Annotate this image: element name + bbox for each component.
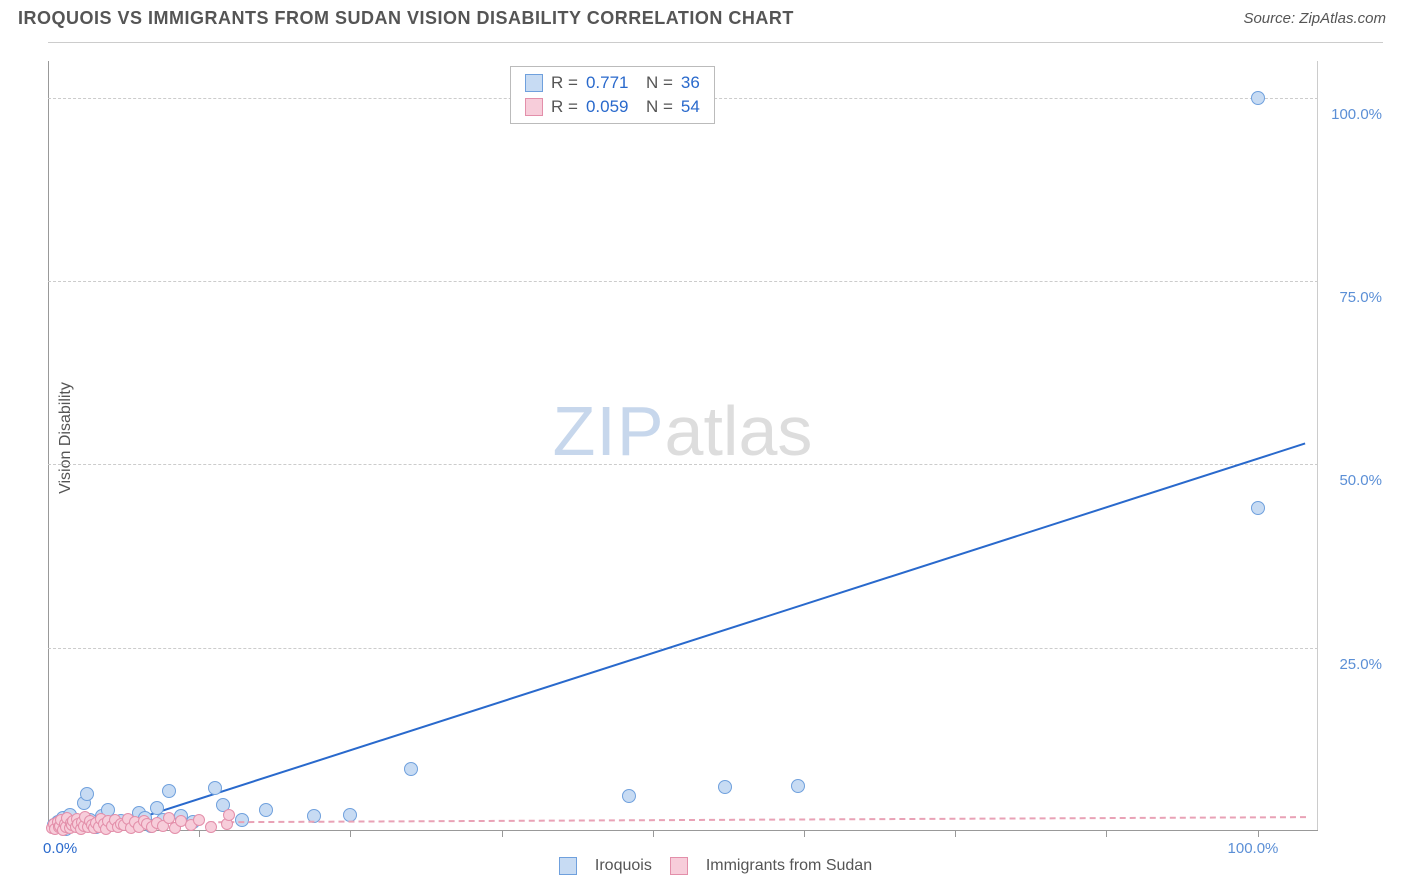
chart-area: Vision Disability ZIPatlas 25.0%50.0%75.…: [48, 42, 1383, 832]
watermark-zip: ZIP: [553, 392, 665, 470]
x-tick-mark: [653, 831, 654, 837]
x-tick-mark: [502, 831, 503, 837]
data-point: [622, 789, 636, 803]
chart-header: IROQUOIS VS IMMIGRANTS FROM SUDAN VISION…: [0, 0, 1406, 33]
gridline: [48, 648, 1318, 649]
data-point: [235, 813, 249, 827]
n-value: 36: [681, 73, 700, 93]
n-value: 54: [681, 97, 700, 117]
x-axis-line: [48, 830, 1318, 831]
data-point: [404, 762, 418, 776]
data-point: [193, 814, 205, 826]
bottom-legend: Iroquois Immigrants from Sudan: [48, 857, 1383, 875]
legend-label: Iroquois: [595, 857, 652, 875]
x-tick-label: 0.0%: [43, 840, 77, 857]
y-tick-label: 25.0%: [1322, 656, 1382, 673]
chart-title: IROQUOIS VS IMMIGRANTS FROM SUDAN VISION…: [18, 8, 794, 29]
x-tick-label: 100.0%: [1228, 840, 1279, 857]
data-point: [223, 809, 235, 821]
legend-swatch: [525, 74, 543, 92]
stats-row: R = 0.771 N = 36: [511, 71, 714, 95]
r-value: 0.771: [586, 73, 638, 93]
source-label: Source: ZipAtlas.com: [1243, 10, 1386, 27]
data-point: [208, 781, 222, 795]
data-point: [1251, 501, 1265, 515]
n-label: N =: [646, 97, 673, 117]
x-tick-mark: [1258, 831, 1259, 837]
watermark-atlas: atlas: [665, 392, 813, 470]
legend-label: Immigrants from Sudan: [706, 857, 872, 875]
x-tick-mark: [199, 831, 200, 837]
data-point: [718, 780, 732, 794]
r-value: 0.059: [586, 97, 638, 117]
x-tick-mark: [804, 831, 805, 837]
n-label: N =: [646, 73, 673, 93]
data-point: [162, 784, 176, 798]
y-tick-label: 75.0%: [1322, 289, 1382, 306]
x-tick-mark: [1106, 831, 1107, 837]
stats-box: R = 0.771 N = 36 R = 0.059 N = 54: [510, 66, 715, 124]
y-tick-label: 50.0%: [1322, 472, 1382, 489]
data-point: [1251, 91, 1265, 105]
data-point: [205, 821, 217, 833]
gridline: [48, 464, 1318, 465]
gridline: [48, 281, 1318, 282]
regression-line: [96, 442, 1306, 833]
data-point: [259, 803, 273, 817]
plot-region: ZIPatlas 25.0%50.0%75.0%100.0%0.0%100.0%…: [48, 61, 1318, 831]
x-tick-mark: [350, 831, 351, 837]
legend-swatch: [559, 857, 577, 875]
y-axis-line: [48, 61, 49, 831]
data-point: [791, 779, 805, 793]
y-tick-label: 100.0%: [1322, 106, 1382, 123]
data-point: [80, 787, 94, 801]
legend-swatch: [525, 98, 543, 116]
r-label: R =: [551, 73, 578, 93]
stats-row: R = 0.059 N = 54: [511, 95, 714, 119]
legend-swatch: [670, 857, 688, 875]
watermark: ZIPatlas: [553, 391, 813, 471]
x-tick-mark: [955, 831, 956, 837]
r-label: R =: [551, 97, 578, 117]
